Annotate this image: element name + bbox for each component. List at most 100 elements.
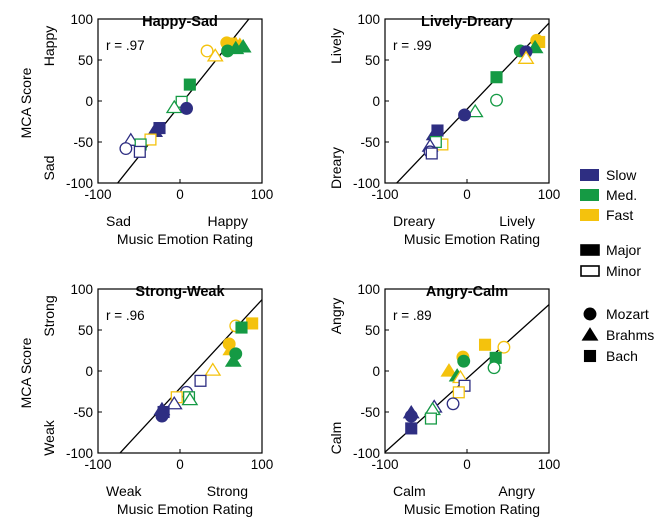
panel-title: Lively-Dreary <box>421 14 513 30</box>
x-tick-label: 0 <box>176 457 184 472</box>
legend-label: Med. <box>606 187 637 203</box>
data-point <box>155 409 169 423</box>
data-point <box>194 374 207 387</box>
x-axis-label: Music Emotion Rating <box>117 501 253 517</box>
panel-title: Angry-Calm <box>426 284 508 300</box>
y-tick-label: 100 <box>70 282 93 297</box>
panel-2: -100 0 100 -100 -50 0 50 100 Lively-Dreary r = .9… <box>328 12 560 247</box>
data-point <box>206 48 224 62</box>
x-tick-label: 100 <box>251 187 274 202</box>
data-point <box>165 99 183 114</box>
data-point <box>246 317 259 330</box>
x-tick-label: -100 <box>84 457 111 472</box>
legend-label: Slow <box>606 167 637 183</box>
y-tick-label: -50 <box>73 405 93 420</box>
legend-label: Brahms <box>606 327 654 343</box>
panel-1: -100 0 100 -100 -50 0 50 100 Happy-Sad r = .97 Sad… <box>18 12 274 247</box>
y-tick-label: 0 <box>372 364 380 379</box>
data-point <box>224 353 242 367</box>
legend: Slow Med. Fast Major Minor Mozart Brahms Bach <box>580 167 654 364</box>
data-point <box>405 422 418 435</box>
data-point <box>458 108 471 122</box>
y-tick-label: -50 <box>360 405 380 420</box>
data-point <box>180 101 194 115</box>
y-tick-label: 100 <box>357 12 380 27</box>
data-point <box>425 147 438 160</box>
y-tick-label: 0 <box>85 94 93 109</box>
data-point <box>183 78 196 91</box>
y-tick-label: -50 <box>360 135 380 150</box>
x-pole-low: Sad <box>106 213 131 229</box>
y-axis-label: MCA Score <box>18 67 34 138</box>
legend-mode-major <box>580 244 600 256</box>
correlation-label: r = .89 <box>393 308 432 323</box>
data-point <box>478 338 492 351</box>
legend-swatch-fast <box>580 209 599 221</box>
y-pole-low: Weak <box>41 419 57 456</box>
correlation-label: r = .97 <box>106 38 145 53</box>
y-pole-high: Angry <box>328 298 344 335</box>
legend-label: Minor <box>606 263 641 279</box>
y-axis-label: MCA Score <box>18 337 34 408</box>
legend-label: Fast <box>606 207 633 223</box>
correlation-label: r = .99 <box>393 38 432 53</box>
data-point <box>490 71 503 84</box>
data-point <box>457 354 471 368</box>
y-tick-label: -50 <box>73 135 93 150</box>
x-axis-label: Music Emotion Rating <box>117 231 253 247</box>
legend-square-icon <box>583 349 597 363</box>
y-tick-label: 0 <box>85 364 93 379</box>
x-axis-label: Music Emotion Rating <box>404 231 540 247</box>
x-tick-label: 0 <box>463 457 471 472</box>
x-pole-high: Strong <box>207 483 248 499</box>
legend-triangle-icon <box>581 327 599 341</box>
data-point <box>466 103 484 118</box>
x-tick-label: 100 <box>251 457 274 472</box>
legend-swatch-slow <box>580 169 599 181</box>
x-pole-high: Lively <box>499 213 535 229</box>
data-point <box>133 145 146 158</box>
x-tick-label: 100 <box>538 457 561 472</box>
legend-label: Major <box>606 242 641 258</box>
data-point <box>235 321 248 334</box>
data-point <box>424 412 437 425</box>
y-tick-label: -100 <box>353 176 380 191</box>
y-tick-label: -100 <box>353 446 380 461</box>
legend-circle-icon <box>583 307 597 321</box>
panel-title: Happy-Sad <box>142 14 218 30</box>
x-tick-label: 0 <box>176 187 184 202</box>
legend-mode-minor <box>580 265 600 277</box>
x-tick-label: -100 <box>84 187 111 202</box>
data-point <box>144 133 157 146</box>
data-point <box>517 50 535 64</box>
x-pole-high: Angry <box>498 483 535 499</box>
legend-label: Mozart <box>606 306 649 322</box>
legend-label: Bach <box>606 348 638 364</box>
y-tick-label: 0 <box>372 94 380 109</box>
y-pole-low: Dreary <box>328 147 344 189</box>
data-point <box>221 44 235 58</box>
y-tick-label: 50 <box>365 323 380 338</box>
x-pole-low: Dreary <box>393 213 435 229</box>
data-point <box>204 362 222 376</box>
x-tick-label: -100 <box>371 187 398 202</box>
data-point <box>200 44 214 58</box>
y-pole-high: Lively <box>328 28 344 64</box>
data-point <box>119 142 133 156</box>
data-points <box>153 317 259 423</box>
y-tick-label: 50 <box>78 53 93 68</box>
y-pole-low: Sad <box>41 156 57 181</box>
data-points <box>402 338 511 435</box>
data-point <box>165 395 183 410</box>
panel-4: -100 0 100 -100 -50 0 50 100 Angry-Calm r = .89 Ca… <box>328 282 560 517</box>
data-point <box>181 391 199 406</box>
data-point <box>452 386 465 399</box>
y-pole-high: Happy <box>41 26 57 66</box>
x-tick-label: 100 <box>538 187 561 202</box>
legend-swatch-med <box>580 189 599 201</box>
y-tick-label: -100 <box>66 176 93 191</box>
panel-3: -100 0 100 -100 -50 0 50 100 Strong-Weak r = .96 W… <box>18 282 273 517</box>
data-point <box>440 363 458 377</box>
panels: -100 0 100 -100 -50 0 50 100 Happy-Sad r = .97 Sad… <box>18 12 560 517</box>
y-tick-label: 50 <box>365 53 380 68</box>
